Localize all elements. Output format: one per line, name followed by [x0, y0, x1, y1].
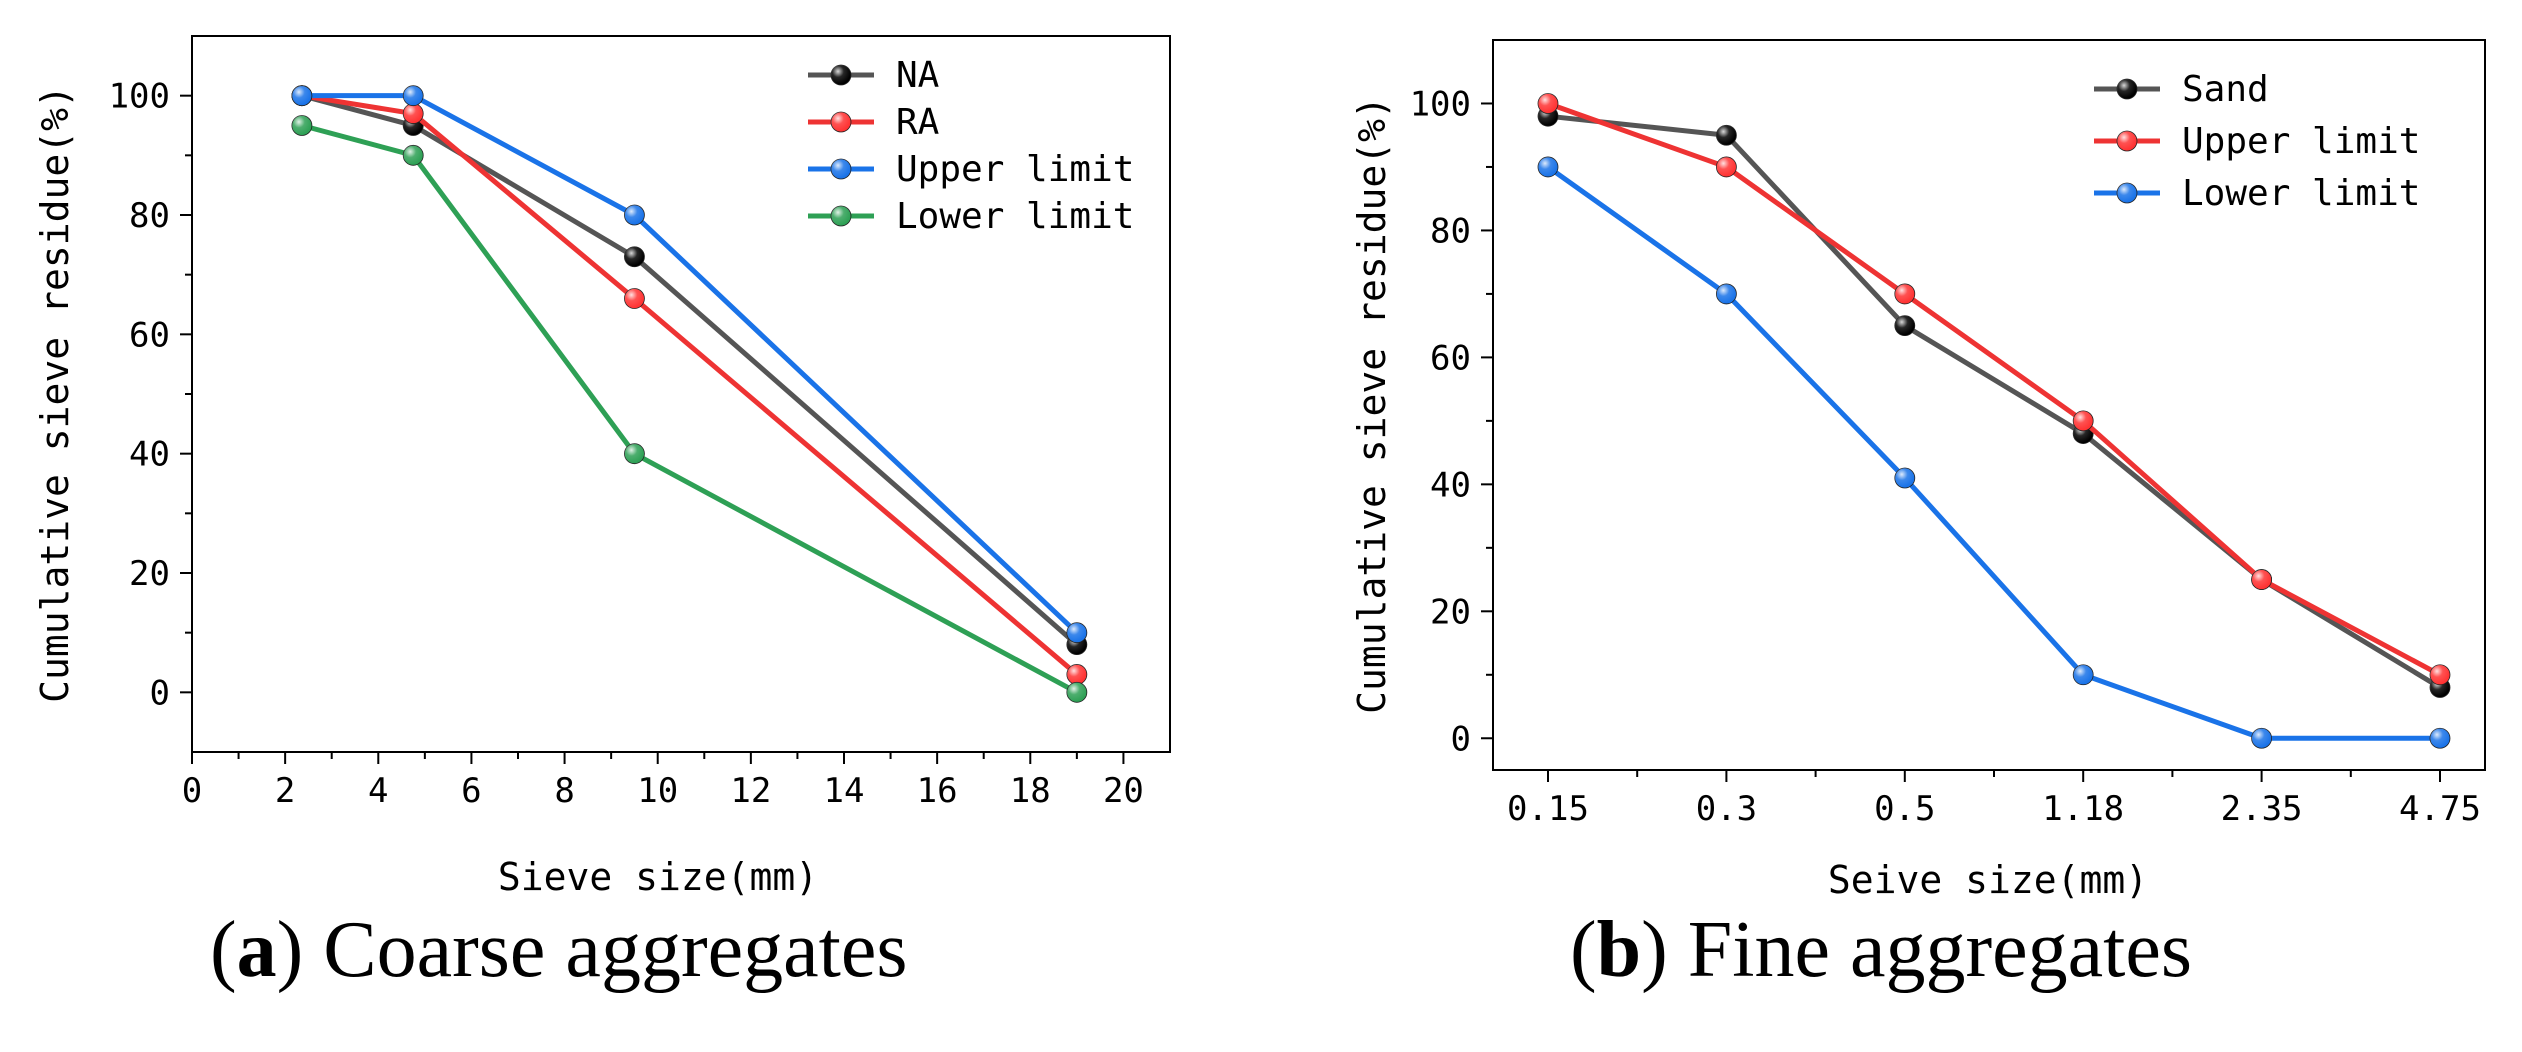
series-line-lower-limit [1546, 164, 2440, 741]
data-point-lower-limit [1716, 283, 1737, 305]
caption-fine-letter: b [1596, 906, 1642, 994]
data-point-upper-limit [291, 85, 313, 107]
x-tick-label: 4 [368, 771, 388, 811]
y-tick-label: 100 [109, 77, 170, 117]
legend-marker-sand [2116, 78, 2138, 100]
data-point-upper-limit [1894, 283, 1916, 305]
data-point-na [624, 246, 645, 268]
legend-marker-na [830, 64, 852, 86]
x-tick-label: 0.15 [1507, 789, 1589, 829]
legend-marker-upper-limit [830, 158, 852, 180]
x-tick-label: 8 [554, 771, 574, 811]
data-point-lower-limit [1894, 467, 1916, 489]
y-tick-label: 80 [129, 196, 170, 236]
legend-label-upper-limit: Upper limit [2182, 121, 2420, 162]
y-tick-label: 0 [150, 673, 170, 713]
data-point-lower-limit [624, 443, 645, 465]
data-point-lower-limit [2251, 727, 2273, 749]
data-point-sand [1894, 315, 1916, 337]
data-point-upper-limit [2251, 569, 2273, 590]
x-tick-label: 6 [461, 771, 481, 811]
series-line-lower-limit [301, 123, 1079, 695]
legend-label-upper-limit: Upper limit [896, 149, 1134, 190]
data-point-lower-limit [1537, 156, 1559, 178]
data-point-lower-limit [2072, 664, 2094, 686]
caption-fine: (b) Fine aggregates [1570, 906, 2193, 994]
series-line-ra [301, 93, 1079, 677]
y-tick-label: 40 [1430, 465, 1471, 505]
y-axis-label: Cumulative sieve residue(%) [33, 85, 77, 703]
legend-marker-lower-limit [2116, 182, 2138, 204]
x-tick-label: 10 [637, 771, 678, 811]
x-tick-label: 4.75 [2399, 789, 2481, 829]
chart-panel-fine: 0 20 40 60 80 100 0.15 0.3 0.5 1.18 2.35 4.75 Seive … [1350, 39, 2486, 902]
caption-coarse: (a) Coarse aggregates [210, 906, 908, 994]
legend-marker-ra [830, 111, 852, 133]
data-point-upper-limit [402, 85, 424, 107]
x-tick-label: 16 [917, 771, 958, 811]
data-point-ra [402, 103, 424, 124]
series-line-na [301, 93, 1079, 647]
x-tick-label: 14 [824, 771, 865, 811]
data-point-lower-limit [1066, 681, 1088, 703]
y-tick-label: 100 [1410, 84, 1471, 124]
caption-coarse-letter: a [236, 906, 277, 994]
x-tick-label: 1.18 [2042, 789, 2124, 829]
data-point-ra [1066, 664, 1088, 685]
y-tick-label: 60 [1430, 338, 1471, 378]
x-tick-label: 2.35 [2221, 789, 2303, 829]
caption-fine-text: Fine aggregates [1687, 906, 2193, 994]
plot-frame [1492, 39, 2486, 771]
data-point-upper-limit [1066, 622, 1088, 644]
y-tick-label: 60 [129, 315, 170, 355]
x-tick-label: 18 [1010, 771, 1051, 811]
caption-coarse-text: Coarse aggregates [323, 906, 908, 994]
data-point-lower-limit [291, 115, 313, 136]
legend-marker-lower-limit [830, 205, 852, 227]
data-point-upper-limit [624, 204, 645, 226]
series-line-upper-limit [1547, 101, 2442, 677]
data-point-upper-limit [1716, 156, 1737, 178]
x-tick-label: 0.5 [1874, 789, 1935, 829]
data-point-upper-limit [2072, 410, 2094, 432]
x-tick-label: 12 [730, 771, 771, 811]
chart-panel-coarse: 0 20 40 60 80 100 0 2 4 6 8 10 12 14 16 18 20 Sieve size(… [33, 35, 1171, 899]
x-axis-label: Sieve size(mm) [498, 855, 818, 899]
x-tick-label: 0.3 [1696, 789, 1757, 829]
x-axis-label: Seive size(mm) [1828, 858, 2148, 902]
y-tick-label: 80 [1430, 211, 1471, 251]
plot-frame [191, 35, 1171, 753]
y-axis-label: Cumulative sieve residue(%) [1350, 96, 1394, 714]
legend-label-ra: RA [896, 102, 940, 143]
x-tick-label: 2 [275, 771, 295, 811]
x-tick-label: 0 [182, 771, 202, 811]
legend-label-sand: Sand [2182, 69, 2269, 110]
data-point-lower-limit [402, 144, 424, 166]
data-point-ra [624, 288, 645, 309]
data-point-sand [1716, 124, 1737, 146]
data-point-upper-limit [1537, 93, 1559, 114]
legend-label-na: NA [896, 55, 940, 96]
y-tick-label: 40 [129, 435, 170, 475]
data-point-upper-limit [2429, 664, 2451, 686]
y-tick-label: 20 [129, 554, 170, 594]
y-tick-label: 0 [1451, 719, 1471, 759]
legend-marker-upper-limit [2116, 130, 2138, 152]
legend-label-lower-limit: Lower limit [2182, 173, 2420, 214]
x-tick-label: 20 [1103, 771, 1144, 811]
y-tick-label: 20 [1430, 592, 1471, 632]
series-line-upper-limit [301, 93, 1079, 635]
legend-label-lower-limit: Lower limit [896, 196, 1134, 237]
data-point-lower-limit [2429, 727, 2451, 749]
